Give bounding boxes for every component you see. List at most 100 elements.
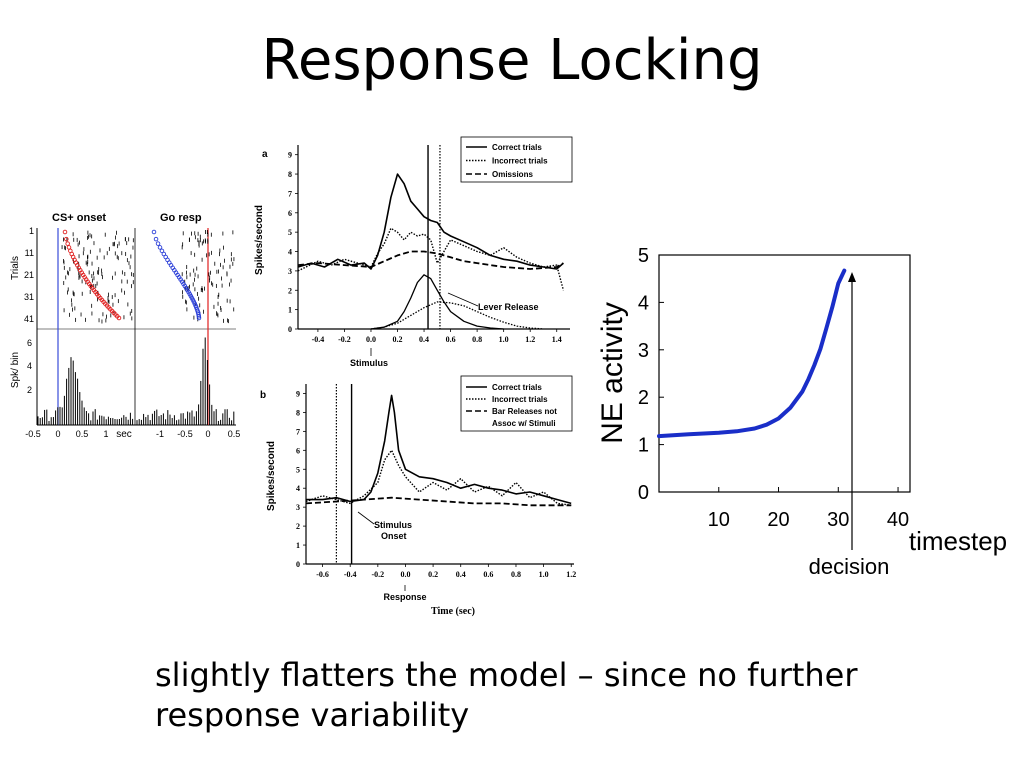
slide-title: Response Locking — [261, 28, 763, 93]
ne-x-tick-label: 10 — [708, 509, 730, 531]
series-line-1 — [297, 173, 564, 270]
y-tick-label: 1 — [288, 306, 292, 315]
ne-axes: 0 1 2 3 4 5 10 20 30 40 — [638, 245, 909, 531]
y-tick-label: 2 — [296, 522, 300, 531]
trial-tick: 1 — [29, 226, 34, 236]
x-tick-label: -0.2 — [371, 570, 384, 579]
spk-tick: 6 — [27, 338, 32, 348]
y-tick-label: 0 — [288, 325, 292, 334]
x-tick-label: -0.4 — [312, 335, 325, 344]
x-tick-label: 0.6 — [446, 335, 456, 344]
raster-dot-blue — [153, 236, 159, 242]
ne-x-tick-label: 30 — [827, 509, 849, 531]
ne-ylabel: NE activity — [596, 302, 629, 444]
y-tick-label: 8 — [296, 408, 300, 417]
raster-dot-blue — [157, 245, 163, 250]
y-tick-label: 4 — [296, 484, 300, 493]
panel-a-stimulus-label: Stimulus — [350, 358, 388, 368]
ne-y-tick-label: 4 — [638, 292, 649, 314]
raster-x-tick: 1 — [103, 429, 108, 439]
panel-b-stimulus-label-2: Onset — [381, 531, 407, 541]
raster-x-tick: 0.5 — [76, 429, 89, 439]
x-tick-label: -0.4 — [344, 570, 357, 579]
legend-entry: Incorrect trials — [492, 395, 548, 404]
panel-b-legend-box — [460, 375, 573, 432]
y-tick-label: 7 — [288, 189, 292, 198]
x-tick-label: 1.2 — [566, 570, 576, 579]
y-tick-label: 4 — [288, 248, 292, 257]
raster-dot-blue — [196, 315, 202, 321]
x-tick-label: -0.2 — [338, 335, 351, 344]
y-tick-label: 9 — [288, 151, 292, 160]
panel-b-axes: 0 1 2 3 4 5 6 7 8 9 -0.6 -0.4 -0.2 0.0 0.2 0.4 0.6 0.8 1.0… — [296, 384, 576, 579]
raster-x-tick: 0 — [205, 429, 210, 439]
y-tick-label: 5 — [296, 465, 300, 474]
x-tick-label: -0.6 — [316, 570, 329, 579]
x-tick-label: 0.8 — [472, 335, 482, 344]
series-line-3 — [297, 250, 564, 270]
raster-dot-red — [65, 241, 70, 246]
panel-a-lever-arrow — [447, 292, 479, 307]
raster-x-tick: 0 — [55, 429, 60, 439]
legend-entry: Bar Releases not — [492, 407, 557, 416]
x-tick-label: 0.8 — [511, 570, 521, 579]
raster-x-tick: -0.5 — [25, 429, 41, 439]
x-tick-label: 0.6 — [483, 570, 493, 579]
raster-histogram — [37, 337, 235, 425]
raster-dot-blue — [196, 314, 202, 319]
raster-dot-red — [116, 315, 122, 321]
y-tick-label: 2 — [288, 286, 292, 295]
y-tick-label: 1 — [296, 541, 300, 550]
x-tick-label: 1.0 — [539, 570, 549, 579]
raster-x-tick: 0.5 — [228, 429, 241, 439]
ne-decision-label: decision — [809, 554, 890, 579]
trial-tick: 21 — [24, 270, 34, 280]
x-tick-label: 0.4 — [456, 570, 466, 579]
raster-dots — [62, 229, 202, 321]
series-line-4 — [370, 274, 504, 330]
raster-left-title: CS+ onset — [52, 212, 106, 224]
panel-b-legend: Correct trials Incorrect trials Bar Releas… — [460, 375, 573, 432]
y-tick-label: 5 — [288, 228, 292, 237]
x-tick-label: 0.2 — [428, 570, 438, 579]
raster-right-title: Go resp — [160, 212, 202, 224]
panel-b-stimulus-arrow — [357, 511, 375, 525]
x-tick-label: 1.0 — [499, 335, 509, 344]
spk-tick: 4 — [27, 361, 32, 371]
raster-x-tick: -0.5 — [177, 429, 193, 439]
trial-tick: 11 — [25, 248, 34, 258]
x-tick-label: 0.0 — [366, 335, 376, 344]
raster-x-tick: -1 — [156, 429, 164, 439]
panel-b-response-label: Response — [383, 592, 426, 602]
panel-b-ylabel: Spikes/second — [266, 441, 277, 511]
series-line-5 — [370, 301, 544, 330]
y-tick-label: 6 — [296, 446, 300, 455]
ne-y-tick-label: 2 — [638, 387, 649, 409]
ne-y-tick-label: 1 — [638, 435, 649, 457]
panel-b-xlabel: Time (sec) — [431, 606, 475, 617]
legend-entry: Correct trials — [492, 143, 542, 152]
x-tick-label: 0.2 — [393, 335, 403, 344]
raster-x-unit: sec — [116, 429, 132, 440]
ne-xlabel: timestep — [909, 526, 1007, 556]
trials-label: Trials — [10, 256, 21, 280]
ne-y-tick-label: 3 — [638, 340, 649, 362]
x-tick-label: 1.2 — [525, 335, 535, 344]
trial-tick: 31 — [24, 292, 34, 302]
x-tick-label: 0.0 — [400, 570, 410, 579]
series-line-3 — [305, 496, 572, 507]
raster-dot-red — [64, 236, 69, 242]
ne-y-tick-label: 5 — [638, 245, 649, 267]
ne-y-tick-label: 0 — [638, 482, 649, 504]
panel-b-letter: b — [260, 390, 266, 401]
spk-tick: 2 — [27, 385, 32, 395]
legend-entry: Incorrect trials — [492, 157, 548, 166]
legend-entry: Correct trials — [492, 383, 542, 392]
ne-x-tick-label: 20 — [767, 509, 789, 531]
panel-b-stimulus-label-1: Stimulus — [374, 520, 412, 530]
x-tick-label: 0.4 — [419, 335, 429, 344]
